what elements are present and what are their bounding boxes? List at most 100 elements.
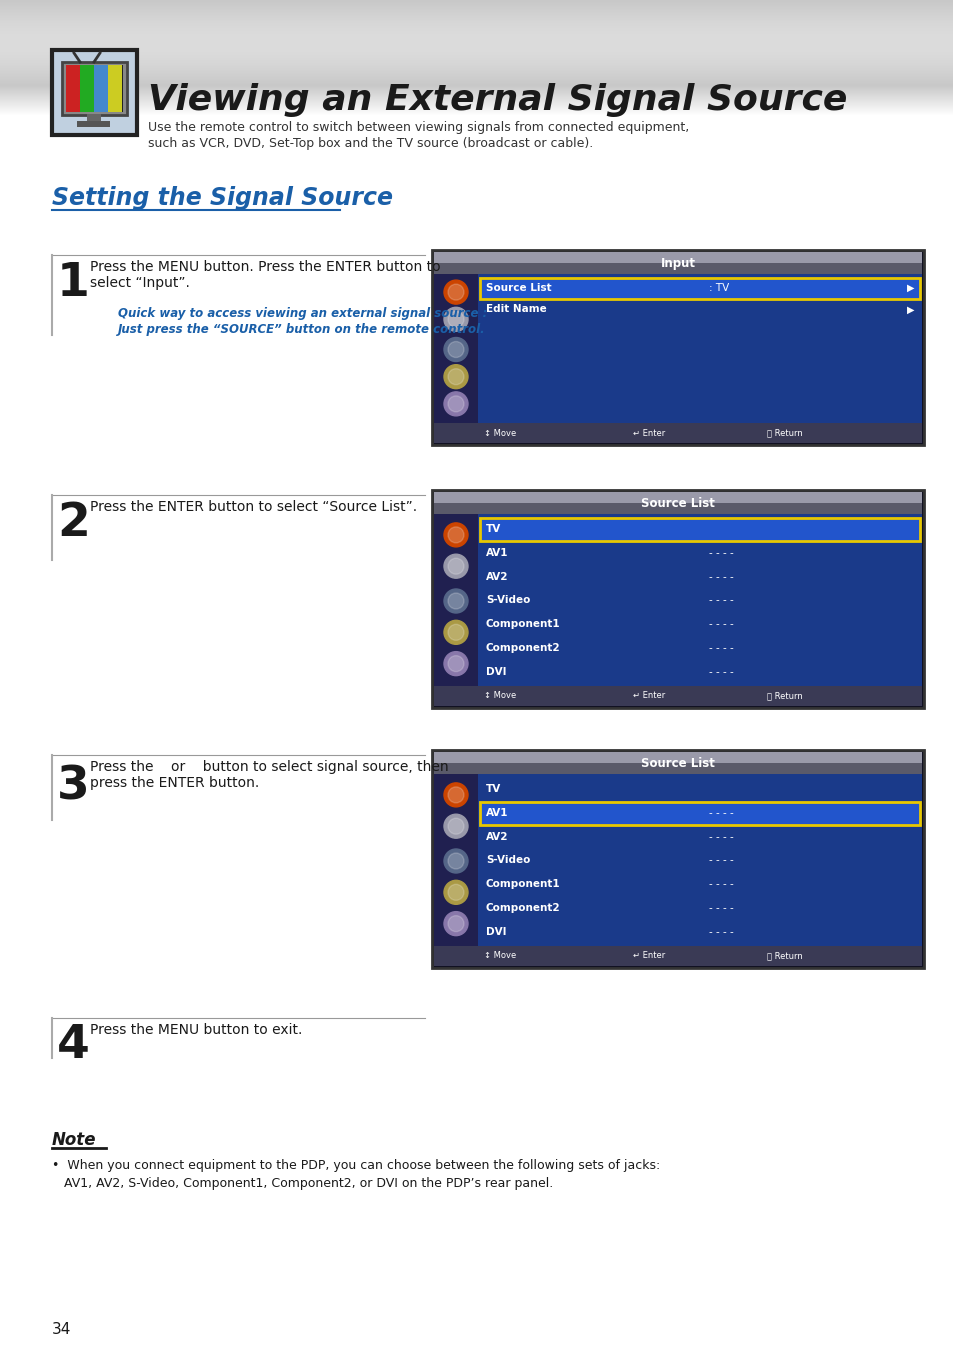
Text: 3: 3: [57, 765, 90, 809]
Bar: [479, 517, 919, 540]
Text: Source List: Source List: [485, 282, 551, 293]
Circle shape: [443, 280, 468, 304]
Bar: [477, 774, 921, 948]
Text: AV2: AV2: [485, 571, 508, 581]
Circle shape: [448, 369, 463, 385]
Text: - - - -: - - - -: [708, 619, 733, 630]
Bar: [77, 122, 110, 127]
Circle shape: [443, 523, 468, 547]
Circle shape: [448, 311, 463, 327]
Text: - - - -: - - - -: [708, 643, 733, 653]
Text: Component1: Component1: [485, 619, 560, 630]
Text: - - - -: - - - -: [708, 596, 733, 605]
Text: DVI: DVI: [485, 927, 506, 938]
Text: ↵ Enter: ↵ Enter: [633, 951, 665, 961]
Circle shape: [443, 338, 468, 362]
Bar: [434, 253, 921, 274]
Bar: [434, 492, 921, 503]
Circle shape: [448, 786, 463, 802]
Text: select “Input”.: select “Input”.: [90, 276, 190, 290]
Text: : TV: : TV: [708, 282, 728, 293]
Text: Press the MENU button to exit.: Press the MENU button to exit.: [90, 1023, 302, 1038]
Bar: [434, 492, 921, 513]
Circle shape: [443, 815, 468, 838]
Bar: [434, 753, 921, 763]
Text: Component2: Component2: [485, 643, 560, 653]
Text: AV1, AV2, S-Video, Component1, Component2, or DVI on the PDP’s rear panel.: AV1, AV2, S-Video, Component1, Component…: [52, 1178, 553, 1190]
Text: Press the ENTER button to select “Source List”.: Press the ENTER button to select “Source…: [90, 500, 416, 513]
Bar: [434, 513, 477, 688]
Text: - - - -: - - - -: [708, 571, 733, 581]
Bar: [479, 802, 919, 824]
Circle shape: [443, 651, 468, 676]
Circle shape: [443, 589, 468, 613]
Circle shape: [443, 365, 468, 389]
Text: AV2: AV2: [485, 832, 508, 842]
Circle shape: [443, 848, 468, 873]
Text: - - - -: - - - -: [708, 808, 733, 817]
Circle shape: [448, 885, 463, 900]
Text: AV1: AV1: [485, 808, 508, 817]
Text: Press the    or    button to select signal source, then: Press the or button to select signal sou…: [90, 761, 448, 774]
Text: Use the remote control to switch between viewing signals from connected equipmen: Use the remote control to switch between…: [148, 122, 688, 135]
Text: - - - -: - - - -: [708, 667, 733, 677]
Circle shape: [443, 620, 468, 644]
Bar: [477, 513, 921, 688]
Text: Quick way to access viewing an external signal source :: Quick way to access viewing an external …: [118, 307, 487, 319]
Text: •  When you connect equipment to the PDP, you can choose between the following s: • When you connect equipment to the PDP,…: [52, 1159, 659, 1173]
Circle shape: [448, 527, 463, 543]
Bar: [432, 250, 923, 444]
Bar: [434, 423, 921, 443]
Bar: [434, 753, 921, 774]
Text: 1: 1: [57, 261, 90, 305]
Text: ↵ Enter: ↵ Enter: [633, 692, 665, 701]
Text: Setting the Signal Source: Setting the Signal Source: [52, 186, 393, 209]
Text: ▶: ▶: [905, 304, 913, 315]
Text: Source List: Source List: [640, 497, 714, 509]
Circle shape: [443, 782, 468, 807]
Circle shape: [448, 916, 463, 932]
Text: - - - -: - - - -: [708, 547, 733, 558]
Text: Input: Input: [659, 257, 695, 270]
Circle shape: [448, 396, 463, 412]
Text: ↕ Move: ↕ Move: [483, 951, 516, 961]
Text: ⧈ Return: ⧈ Return: [766, 428, 801, 438]
Text: DVI: DVI: [485, 667, 506, 677]
Bar: [477, 274, 921, 426]
Text: press the ENTER button.: press the ENTER button.: [90, 775, 259, 790]
Bar: [87, 113, 101, 124]
Bar: [434, 774, 477, 948]
Text: - - - -: - - - -: [708, 902, 733, 913]
Circle shape: [448, 593, 463, 609]
Text: Press the MENU button. Press the ENTER button to: Press the MENU button. Press the ENTER b…: [90, 259, 440, 274]
Text: ↵ Enter: ↵ Enter: [633, 428, 665, 438]
Text: TV: TV: [485, 524, 500, 534]
Circle shape: [443, 307, 468, 331]
Bar: [432, 750, 923, 969]
Text: AV1: AV1: [485, 547, 508, 558]
Circle shape: [448, 852, 463, 869]
Circle shape: [448, 655, 463, 671]
Bar: [434, 946, 921, 966]
Text: ▶: ▶: [905, 282, 913, 293]
Text: - - - -: - - - -: [708, 927, 733, 938]
Text: 2: 2: [57, 500, 90, 546]
Bar: [432, 490, 923, 708]
Text: ⧈ Return: ⧈ Return: [766, 951, 801, 961]
Text: 4: 4: [57, 1024, 90, 1069]
Text: ↕ Move: ↕ Move: [483, 428, 516, 438]
Text: Just press the “SOURCE” button on the remote control.: Just press the “SOURCE” button on the re…: [118, 323, 485, 335]
Bar: [62, 62, 127, 115]
Bar: [66, 65, 123, 112]
Text: such as VCR, DVD, Set-Top box and the TV source (broadcast or cable).: such as VCR, DVD, Set-Top box and the TV…: [148, 138, 593, 150]
Bar: [52, 50, 137, 135]
Circle shape: [443, 554, 468, 578]
Circle shape: [448, 558, 463, 574]
Text: 34: 34: [52, 1323, 71, 1337]
Bar: [66, 65, 80, 112]
Circle shape: [443, 881, 468, 904]
Bar: [80, 65, 94, 112]
Text: ⧈ Return: ⧈ Return: [766, 692, 801, 701]
Text: Edit Name: Edit Name: [485, 304, 546, 315]
Text: ↕ Move: ↕ Move: [483, 692, 516, 701]
